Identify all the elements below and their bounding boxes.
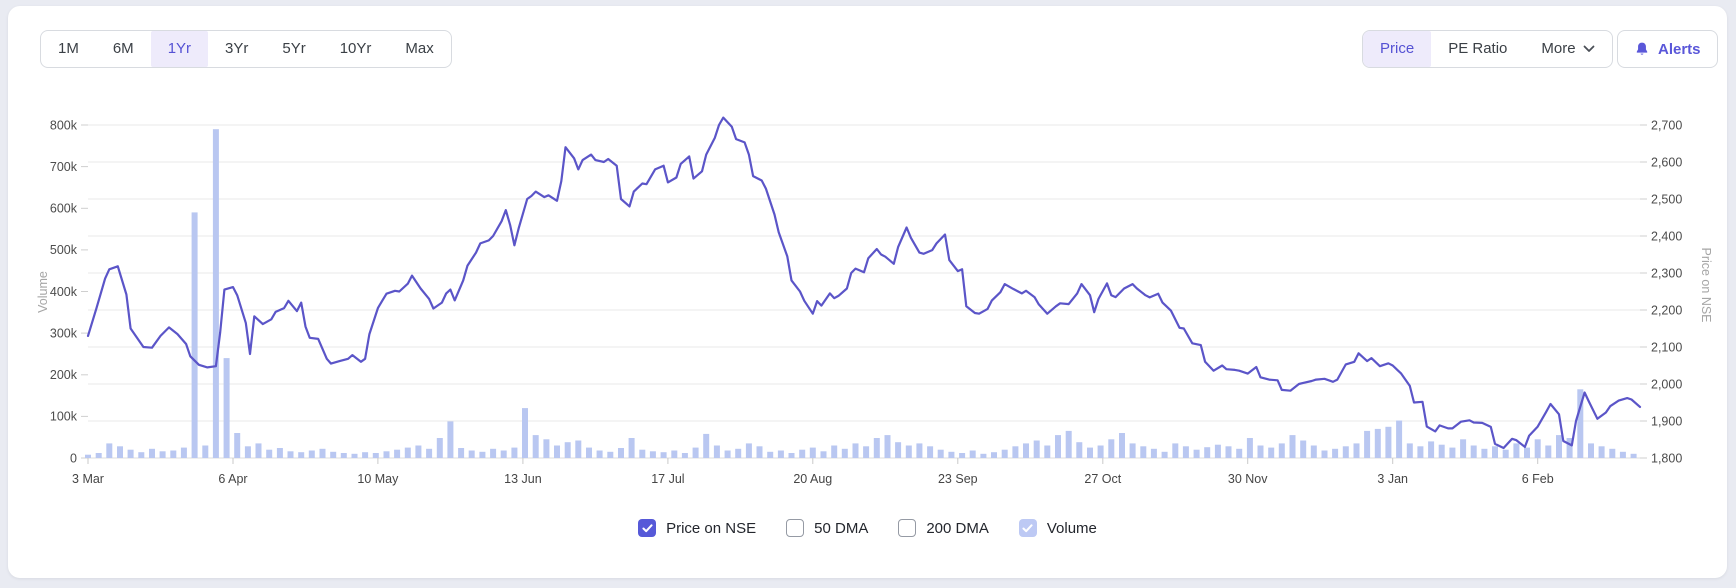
price-tab[interactable]: Price <box>1363 31 1432 67</box>
svg-text:500k: 500k <box>50 243 78 257</box>
svg-text:6 Apr: 6 Apr <box>218 472 247 486</box>
right-axis: 1,800 1,900 2,000 2,100 2,200 2,300 2,400 2,500… <box>1640 118 1713 465</box>
svg-text:10 May: 10 May <box>357 472 399 486</box>
range-button-1m[interactable]: 1M <box>41 31 96 67</box>
svg-text:1,900: 1,900 <box>1651 414 1682 428</box>
checkbox-volume[interactable] <box>1018 519 1037 537</box>
svg-text:2,700: 2,700 <box>1651 118 1682 132</box>
chevron-down-icon <box>1583 45 1594 52</box>
svg-text:3 Mar: 3 Mar <box>72 472 104 486</box>
svg-text:2,400: 2,400 <box>1651 229 1682 243</box>
legend-label: 200 DMA <box>926 519 989 537</box>
time-range-selector: 1M 6M 1Yr 3Yr 5Yr 10Yr Max <box>40 30 452 68</box>
more-button-label: More <box>1541 40 1576 57</box>
checkbox-200-dma[interactable] <box>898 519 917 537</box>
range-button-3yr[interactable]: 3Yr <box>208 31 265 67</box>
svg-text:2,300: 2,300 <box>1651 266 1682 280</box>
x-axis: 3 Mar 6 Apr 10 May 13 Jun 17 Jul 20 Aug 23 Sep… <box>72 458 1554 486</box>
svg-text:700k: 700k <box>50 160 78 174</box>
svg-text:2,600: 2,600 <box>1651 155 1682 169</box>
svg-text:400k: 400k <box>50 285 78 299</box>
svg-text:23 Sep: 23 Sep <box>938 472 978 486</box>
checkmark-icon <box>1022 523 1033 532</box>
metric-selector: Price PE Ratio More <box>1362 30 1613 68</box>
alerts-button[interactable]: Alerts <box>1617 30 1718 68</box>
legend-item-50-dma[interactable]: 50 DMA <box>786 519 868 537</box>
svg-text:30 Nov: 30 Nov <box>1228 472 1268 486</box>
svg-text:0: 0 <box>70 451 77 465</box>
volume-bars <box>85 129 1637 458</box>
svg-text:800k: 800k <box>50 118 78 132</box>
right-axis-title: Price on NSE <box>1699 247 1713 322</box>
range-button-max[interactable]: Max <box>388 31 450 67</box>
checkmark-icon <box>642 523 653 532</box>
legend-item-200-dma[interactable]: 200 DMA <box>898 519 989 537</box>
svg-text:2,500: 2,500 <box>1651 192 1682 206</box>
legend-label: Volume <box>1046 519 1097 537</box>
svg-text:300k: 300k <box>50 326 78 340</box>
svg-text:20 Aug: 20 Aug <box>793 472 832 486</box>
chart-legend: Price on NSE 50 DMA 200 DMA Volume <box>8 512 1727 544</box>
price-line-series <box>86 116 1642 450</box>
left-axis-title: Volume <box>36 271 50 313</box>
svg-text:17 Jul: 17 Jul <box>651 472 684 486</box>
legend-label: Price on NSE <box>666 519 757 537</box>
svg-text:3 Jan: 3 Jan <box>1377 472 1408 486</box>
left-axis: 0 100k 200k 300k 400k 500k 600k 700k 800k Volume <box>36 118 88 465</box>
alerts-button-label: Alerts <box>1658 40 1701 58</box>
range-button-6m[interactable]: 6M <box>96 31 151 67</box>
legend-item-price-on-nse[interactable]: Price on NSE <box>638 519 756 537</box>
svg-text:2,200: 2,200 <box>1651 303 1682 317</box>
more-button[interactable]: More <box>1524 31 1611 67</box>
range-button-5yr[interactable]: 5Yr <box>265 31 322 67</box>
bell-icon <box>1636 42 1648 55</box>
checkbox-50-dma[interactable] <box>786 519 805 537</box>
svg-text:200k: 200k <box>50 368 78 382</box>
gridlines <box>88 124 1640 459</box>
svg-text:1,800: 1,800 <box>1651 451 1682 465</box>
pe-ratio-tab[interactable]: PE Ratio <box>1431 31 1524 67</box>
chart-card: 1M 6M 1Yr 3Yr 5Yr 10Yr Max Price PE Rati… <box>8 6 1727 578</box>
legend-label: 50 DMA <box>814 519 869 537</box>
range-button-10yr[interactable]: 10Yr <box>323 31 389 67</box>
svg-text:2,100: 2,100 <box>1651 340 1682 354</box>
svg-text:2,000: 2,000 <box>1651 377 1682 391</box>
checkbox-price-on-nse[interactable] <box>638 519 657 537</box>
svg-text:27 Oct: 27 Oct <box>1084 472 1121 486</box>
legend-item-volume[interactable]: Volume <box>1018 519 1097 537</box>
svg-text:600k: 600k <box>50 202 78 216</box>
svg-text:100k: 100k <box>50 410 78 424</box>
svg-text:13 Jun: 13 Jun <box>504 472 542 486</box>
svg-text:6 Feb: 6 Feb <box>1522 472 1554 486</box>
range-button-1yr[interactable]: 1Yr <box>150 31 209 67</box>
